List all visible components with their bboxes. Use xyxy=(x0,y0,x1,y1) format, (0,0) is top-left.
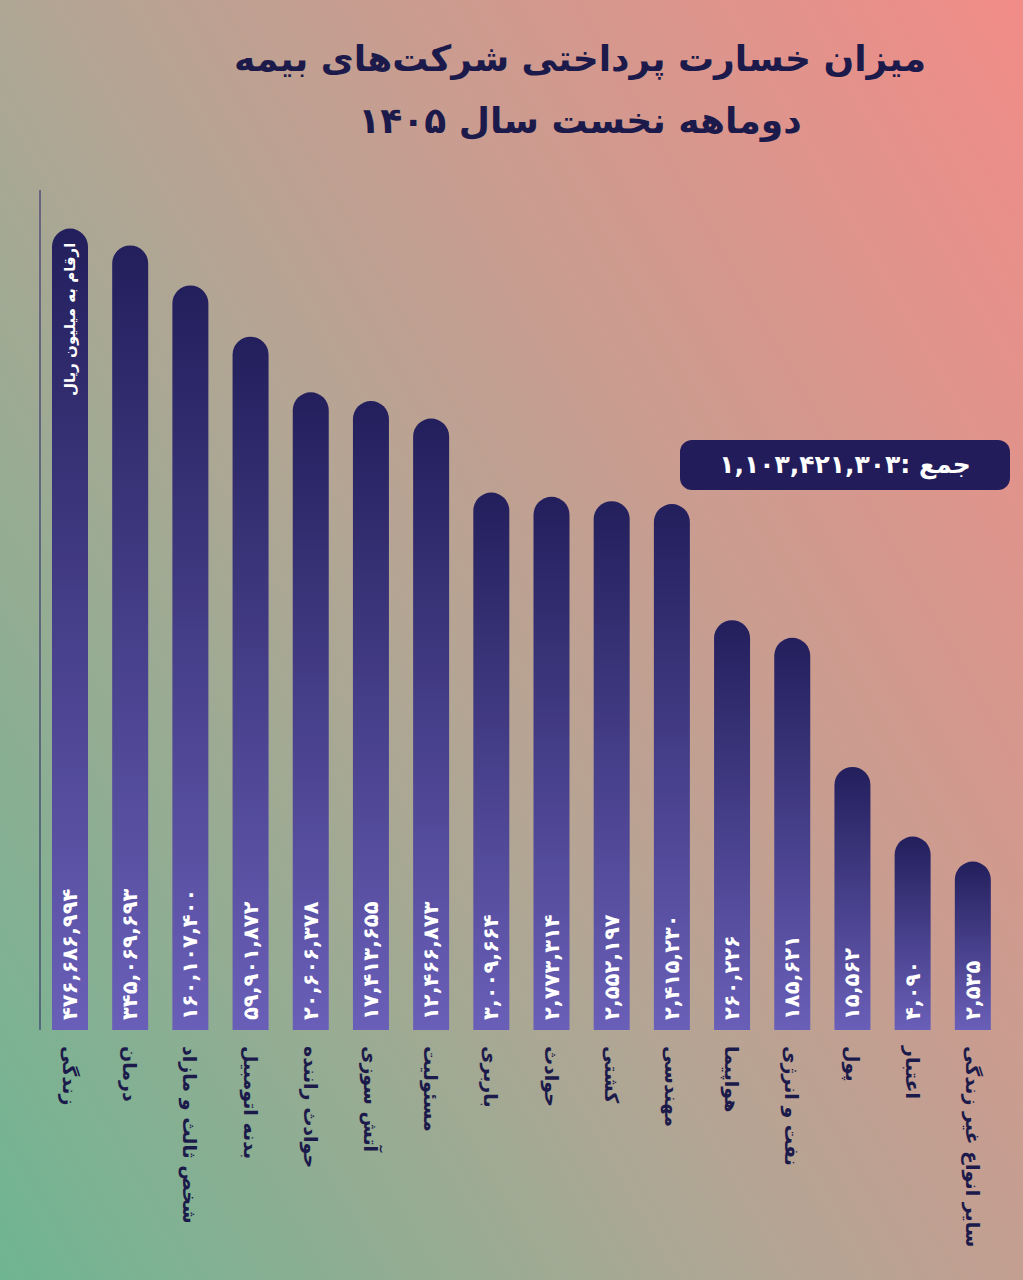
svg-text:۱۷,۴۱۳,۶۵۵: ۱۷,۴۱۳,۶۵۵ xyxy=(359,901,383,1020)
svg-text:شخص ثالث و مازاد: شخص ثالث و مازاد xyxy=(178,1046,201,1224)
svg-text:۲۰,۶۰۶,۳۷۸: ۲۰,۶۰۶,۳۷۸ xyxy=(299,901,323,1020)
svg-text:۳۴۵,۰۶۹,۶۹۳: ۳۴۵,۰۶۹,۶۹۳ xyxy=(118,889,142,1020)
svg-text:کشتی: کشتی xyxy=(601,1046,623,1104)
svg-text:۲,۵۵۲,۱۹۷: ۲,۵۵۲,۱۹۷ xyxy=(600,914,624,1020)
svg-text:مهندسی: مهندسی xyxy=(660,1046,683,1127)
svg-text:آتش سوزی: آتش سوزی xyxy=(359,1046,383,1153)
html-text:جمع :۱,۱۰۳,۴۲۱,۳۰۳: جمع :۱,۱۰۳,۴۲۱,۳۰۳ xyxy=(719,450,971,479)
svg-text:نفت و انرژی: نفت و انرژی xyxy=(780,1046,803,1166)
svg-text:۴,۰۹۰: ۴,۰۹۰ xyxy=(901,961,925,1020)
svg-text:۲,۴۱۵,۲۳۰: ۲,۴۱۵,۲۳۰ xyxy=(660,914,684,1020)
svg-text:بدنه اتومبیل: بدنه اتومبیل xyxy=(239,1046,262,1159)
svg-text:۱۶۰,۱۰۷,۴۰۰: ۱۶۰,۱۰۷,۴۰۰ xyxy=(178,889,202,1020)
html-text:دوماهه نخست سال ۱۴۰۵: دوماهه نخست سال ۱۴۰۵ xyxy=(358,100,802,141)
svg-text:اعتبار: اعتبار xyxy=(901,1045,924,1099)
svg-text:هواپیما: هواپیما xyxy=(720,1046,743,1112)
svg-text:پول: پول xyxy=(841,1046,864,1082)
svg-text:۳,۰۰۹,۶۶۴: ۳,۰۰۹,۶۶۴ xyxy=(479,914,503,1020)
svg-text:سایر انواع غیر زندگی: سایر انواع غیر زندگی xyxy=(961,1046,984,1248)
svg-text:۵۹,۹۰۱,۸۷۲: ۵۹,۹۰۱,۸۷۲ xyxy=(239,901,263,1020)
svg-text:ارقام به میلیون ریال: ارقام به میلیون ریال xyxy=(61,243,79,396)
svg-text:زندگی: زندگی xyxy=(58,1046,81,1105)
svg-text:۱۸۵,۶۲۱: ۱۸۵,۶۲۱ xyxy=(780,935,804,1020)
svg-text:۲,۵۳۵: ۲,۵۳۵ xyxy=(961,961,985,1020)
svg-text:باربری: باربری xyxy=(479,1046,502,1108)
svg-text:حوادث: حوادث xyxy=(540,1046,563,1107)
svg-text:۲۶۰,۲۲۶: ۲۶۰,۲۲۶ xyxy=(720,935,744,1020)
svg-text:۱۲,۴۶۶,۸۷۳: ۱۲,۴۶۶,۸۷۳ xyxy=(419,901,443,1020)
html-text:میزان خسارت پرداختی شرکت‌های ب: میزان خسارت پرداختی شرکت‌های بیمه xyxy=(234,38,926,79)
svg-text:حوادث راننده: حوادث راننده xyxy=(299,1046,322,1168)
svg-text:۲,۷۷۳,۳۱۴: ۲,۷۷۳,۳۱۴ xyxy=(540,914,564,1020)
svg-text:درمان: درمان xyxy=(118,1046,141,1102)
svg-text:مسئولیت: مسئولیت xyxy=(419,1046,442,1132)
svg-text:۱۵,۵۶۲: ۱۵,۵۶۲ xyxy=(840,948,864,1020)
svg-text:۴۷۶,۶۸۶,۹۹۴: ۴۷۶,۶۸۶,۹۹۴ xyxy=(58,889,82,1020)
